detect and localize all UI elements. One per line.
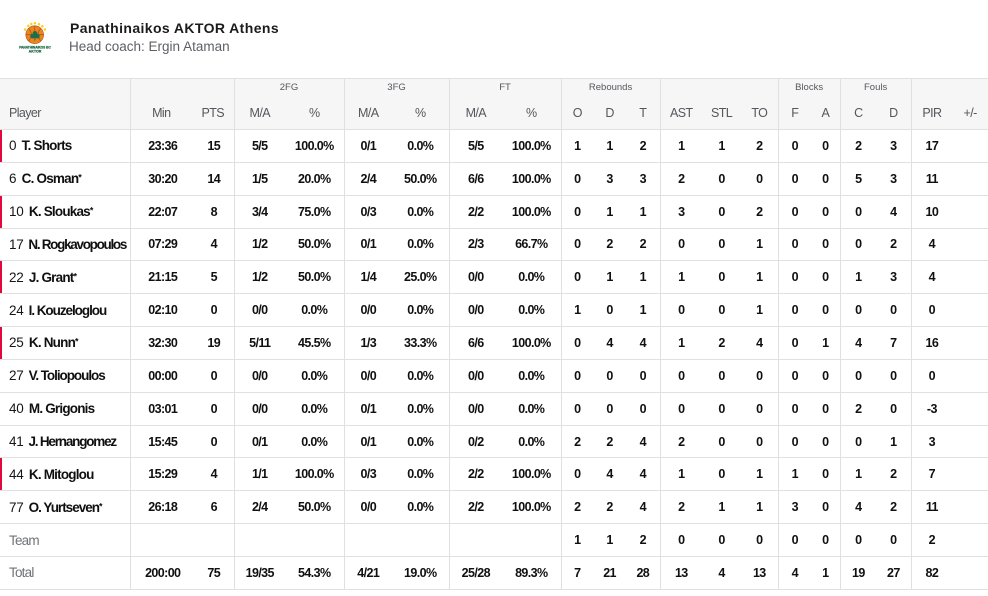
- svg-text:PANATHINAIKOS BC: PANATHINAIKOS BC: [19, 45, 51, 49]
- svg-text:AKTOR: AKTOR: [29, 49, 42, 53]
